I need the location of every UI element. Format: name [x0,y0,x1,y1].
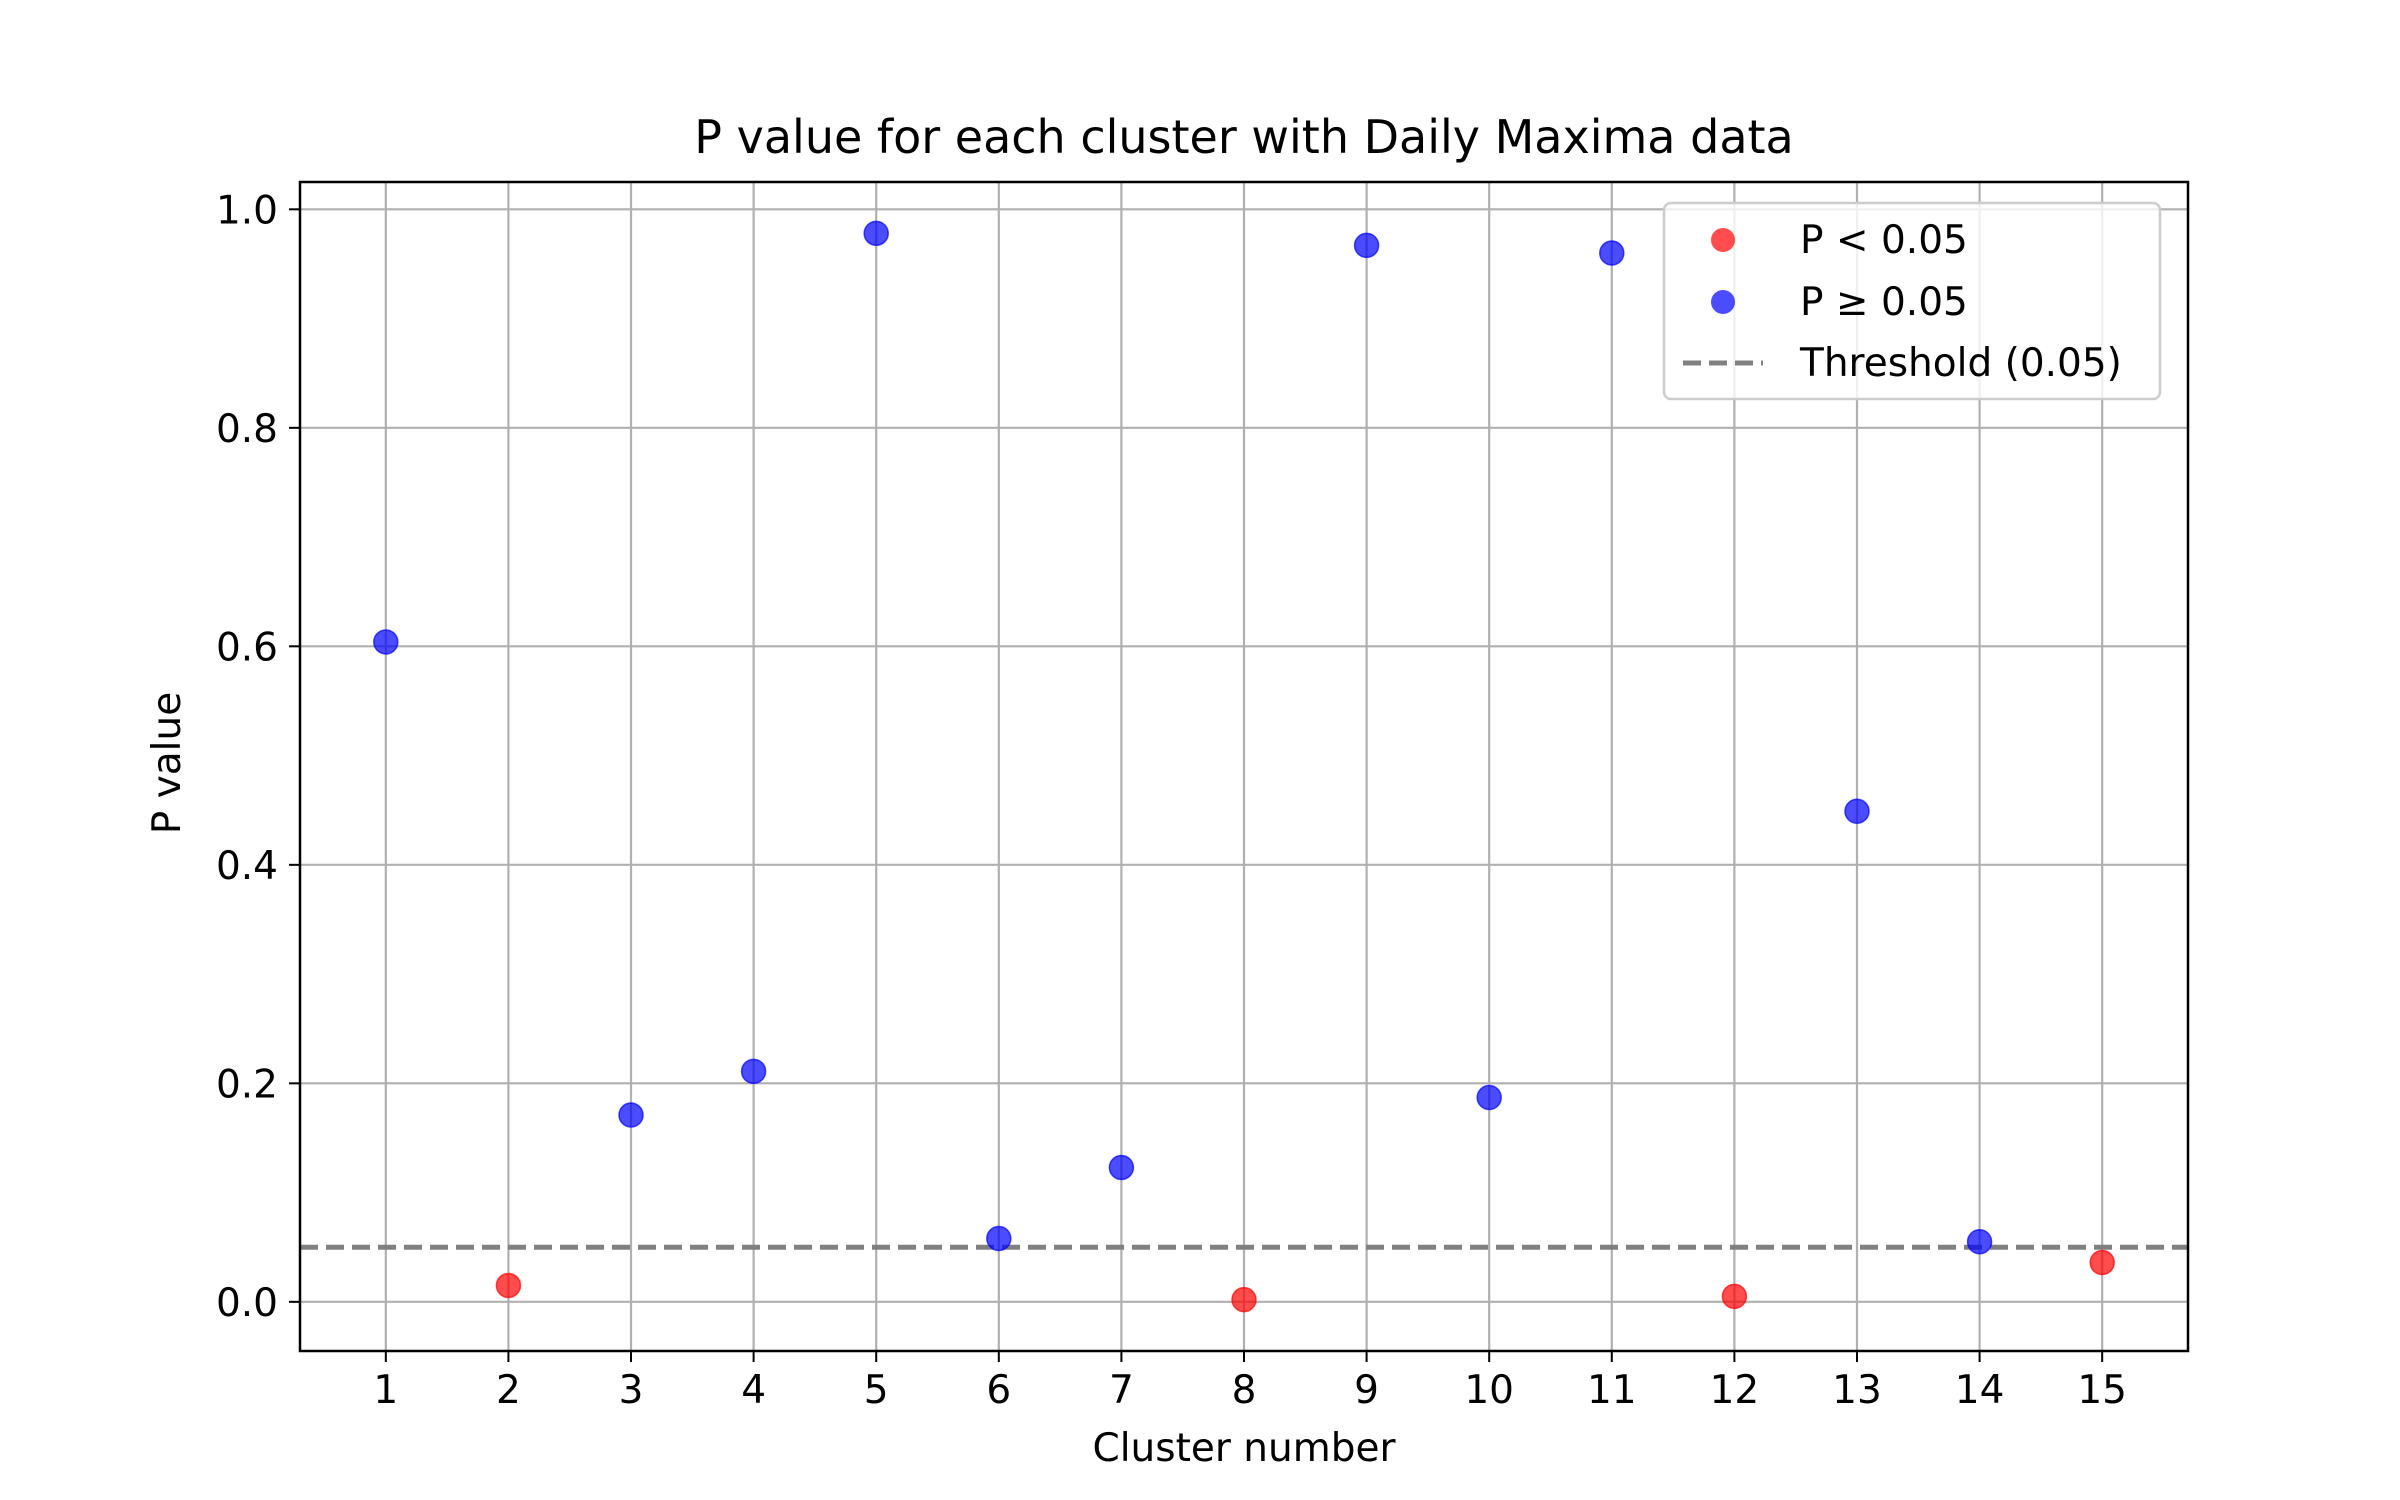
x-tick-label: 10 [1464,1368,1514,1413]
y-tick-label: 0.4 [216,844,278,889]
data-point-nonsignificant [618,1102,644,1128]
data-point-nonsignificant [1844,798,1870,825]
legend-label-p-below: P < 0.05 [1800,218,1968,263]
data-points [373,220,2115,1313]
data-point-nonsignificant [740,1058,767,1085]
x-tick-label: 1 [373,1368,398,1413]
data-point-nonsignificant [1599,240,1625,266]
data-point-nonsignificant [1353,232,1380,259]
x-axis-label: Cluster number [1092,1426,1396,1471]
legend: P < 0.05 P ≥ 0.05 Threshold (0.05) [1662,201,2162,401]
x-tick-label: 12 [1710,1368,1760,1413]
x-tick-label: 4 [741,1368,766,1413]
legend-label-p-above: P ≥ 0.05 [1800,280,1968,325]
x-tick-label: 8 [1232,1368,1257,1413]
y-axis-label: P value [145,692,190,834]
x-tick-label: 3 [619,1368,644,1413]
x-tick-label: 9 [1354,1368,1379,1413]
data-point-nonsignificant [986,1225,1012,1252]
x-tick-label: 7 [1109,1368,1134,1413]
y-tick-label: 1.0 [216,188,278,233]
data-point-nonsignificant [1476,1084,1502,1111]
x-tick-label: 11 [1587,1368,1637,1413]
data-point-nonsignificant [1108,1154,1135,1181]
x-tick-label: 6 [986,1368,1011,1413]
legend-box [1662,201,2162,401]
x-tick-label: 13 [1832,1368,1882,1413]
y-tick-label: 0.0 [216,1281,278,1326]
legend-marker-p-below [1711,228,1735,252]
data-point-significant [1231,1286,1257,1313]
data-point-significant [2089,1249,2115,1276]
y-tick-label: 0.2 [216,1062,278,1107]
chart-title: P value for each cluster with Daily Maxi… [694,110,1793,164]
data-point-significant [1721,1283,1748,1310]
legend-label-threshold: Threshold (0.05) [1799,341,2122,386]
data-point-nonsignificant [373,629,399,655]
x-tick-label: 14 [1955,1368,2005,1413]
y-axis-ticks: 0.0 0.2 0.4 0.6 0.8 1.0 [216,188,300,1326]
x-tick-label: 5 [864,1368,889,1413]
data-point-nonsignificant [1966,1228,1993,1255]
x-tick-label: 15 [2077,1368,2127,1413]
legend-marker-p-above [1711,290,1735,314]
y-tick-label: 0.8 [216,407,278,452]
y-tick-label: 0.6 [216,625,278,670]
x-axis-ticks: 1 2 3 4 5 6 7 8 9 10 11 12 13 14 15 [373,1351,2127,1413]
x-tick-label: 2 [496,1368,521,1413]
data-point-nonsignificant [863,220,889,247]
data-point-significant [495,1272,522,1299]
